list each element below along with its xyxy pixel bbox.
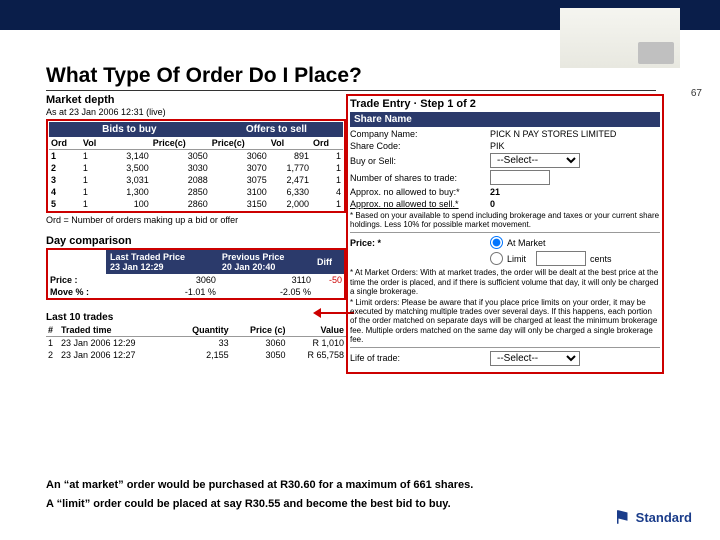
- col-ord2: Ord: [311, 137, 343, 150]
- last-10-trades: Last 10 trades # Traded time Quantity Pr…: [46, 312, 346, 361]
- market-depth-heading: Market depth: [46, 94, 346, 106]
- bids-header: Bids to buy: [49, 122, 210, 137]
- table-row: 113,140305030608911: [49, 150, 343, 163]
- code-value: PIK: [490, 141, 505, 151]
- decorative-laptop-photo: [560, 8, 680, 68]
- buysell-select[interactable]: --Select--: [490, 153, 580, 168]
- divider: [350, 232, 660, 233]
- col-vol: Vol: [81, 137, 109, 150]
- allowed-value: 21: [490, 187, 500, 197]
- trade-entry-panel: Trade Entry · Step 1 of 2 Share Name Com…: [346, 94, 664, 374]
- content-area: Market depth As at 23 Jan 2006 12:31 (li…: [46, 94, 664, 474]
- at-market-radio[interactable]: [490, 236, 503, 249]
- standard-bank-logo: Standard: [614, 508, 692, 526]
- table-row: Price :30603110-50: [48, 274, 344, 286]
- day-comparison: Day comparison Last Traded Price 23 Jan …: [46, 235, 346, 300]
- col-ord: Ord: [49, 137, 81, 150]
- col-price2: Price(c): [210, 137, 269, 150]
- divider2: [350, 347, 660, 348]
- limit-price-input[interactable]: [536, 251, 586, 266]
- buysell-label: Buy or Sell:: [350, 156, 490, 166]
- day-cmp-table: Last Traded Price 23 Jan 12:29 Previous …: [48, 250, 344, 298]
- limit-label: Limit: [507, 254, 526, 264]
- share-name-header: Share Name: [350, 112, 660, 127]
- code-label: Share Code:: [350, 141, 490, 151]
- table-row: 223 Jan 2006 12:272,1553050R 65,758: [46, 349, 346, 361]
- col-vol2: Vol: [269, 137, 311, 150]
- table-row: 213,500303030701,7701: [49, 162, 343, 174]
- cents-label: cents: [590, 254, 612, 264]
- allowed-label: Approx. no allowed to buy:*: [350, 187, 490, 197]
- market-depth-asat: As at 23 Jan 2006 12:31 (live): [46, 107, 346, 117]
- qty-input[interactable]: [490, 170, 550, 185]
- col-price1: Price(c): [151, 137, 210, 150]
- last10-heading: Last 10 trades: [46, 312, 346, 323]
- life-select[interactable]: --Select--: [490, 351, 580, 366]
- page-number: 67: [691, 88, 702, 99]
- bottom-notes: An “at market” order would be purchased …: [46, 476, 666, 513]
- bottom-line1: An “at market” order would be purchased …: [46, 476, 666, 495]
- market-note: * At Market Orders: With at market trade…: [350, 268, 660, 296]
- last10-table: # Traded time Quantity Price (c) Value 1…: [46, 324, 346, 361]
- at-market-label: At Market: [507, 238, 546, 248]
- ord-note: Ord = Number of orders making up a bid o…: [46, 215, 346, 225]
- table-row: Move % :-1.01 %-2.05 %: [48, 286, 344, 298]
- slide-header: What Type Of Order Do I Place?: [46, 64, 656, 91]
- allowed-sell-label: Approx. no allowed to sell.*: [350, 199, 490, 209]
- dch3: Diff: [313, 250, 344, 274]
- allowed-note: * Based on your available to spend inclu…: [350, 211, 660, 229]
- flag-icon: [614, 508, 632, 526]
- offers-header: Offers to sell: [210, 122, 343, 137]
- col-spacer: [109, 137, 151, 150]
- table-row: 411,300285031006,3304: [49, 186, 343, 198]
- qty-label: Number of shares to trade:: [350, 173, 490, 183]
- table-row: 51100286031502,0001: [49, 198, 343, 210]
- entry-title: Trade Entry · Step 1 of 2: [350, 98, 660, 110]
- limit-note: * Limit orders: Please be aware that if …: [350, 298, 660, 344]
- dch1: Last Traded Price 23 Jan 12:29: [106, 250, 218, 274]
- limit-radio[interactable]: [490, 252, 503, 265]
- price-label: Price: *: [350, 238, 490, 248]
- table-row: 123 Jan 2006 12:29333060R 1,010: [46, 337, 346, 350]
- day-cmp-heading: Day comparison: [46, 235, 346, 247]
- dch2: Previous Price 20 Jan 20:40: [218, 250, 313, 274]
- life-label: Life of trade:: [350, 353, 490, 363]
- bottom-line2: A “limit” order could be placed at say R…: [46, 495, 666, 514]
- company-label: Company Name:: [350, 129, 490, 139]
- left-panel: Market depth As at 23 Jan 2006 12:31 (li…: [46, 94, 346, 361]
- company-value: PICK N PAY STORES LIMITED: [490, 129, 616, 139]
- market-depth-box: Bids to buy Offers to sell Ord Vol Price…: [46, 119, 346, 213]
- table-row: 313,031208830752,4711: [49, 174, 343, 186]
- market-depth-table: Bids to buy Offers to sell Ord Vol Price…: [49, 122, 343, 210]
- allowed-sell-value: 0: [490, 199, 495, 209]
